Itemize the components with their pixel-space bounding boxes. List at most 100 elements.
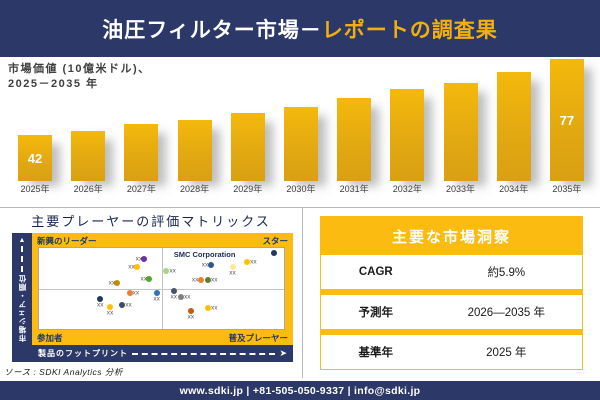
matrix-x-axis: 製品のフットプリント ➤ (32, 345, 293, 362)
bar (496, 72, 531, 181)
bar (283, 107, 318, 181)
x-axis-tick-label: 2026年 (73, 184, 103, 194)
scatter-dot (134, 264, 140, 271)
scatter-dot (97, 296, 104, 303)
scatter-dot-label: xx (125, 301, 132, 309)
table-row-label: 予測年 (358, 307, 394, 319)
scatter-dot (229, 263, 236, 270)
scatter-dot (244, 258, 251, 265)
table-row: CAGR 約5.9% (321, 255, 582, 289)
matrix-title: 主要プレーヤーの評価マトリックス (31, 214, 271, 229)
scatter-dot-label: xx (250, 258, 257, 266)
table-row-value: 2026—2035 年 (467, 307, 545, 319)
scatter-dot-label: xx (170, 293, 178, 301)
y-axis-label: 市場シェア・順位 (17, 274, 27, 342)
x-axis-label: 製品のフットプリント (38, 349, 128, 358)
scatter-dot (114, 279, 121, 286)
bar (390, 89, 425, 181)
chart-subtitle-line2: 2025－2035 年 (8, 78, 99, 91)
scatter-dot-label: xx (201, 261, 209, 269)
bar (230, 113, 265, 181)
x-axis-tick-label: 2031年 (339, 184, 369, 194)
scatter-dot-label: xx (191, 276, 199, 284)
scatter-dot-label: xx (132, 289, 140, 297)
table-row-value: 約5.9% (487, 267, 526, 279)
footer-contact-text: www.sdki.jp | +81-505-050-9337 | info@sd… (179, 384, 421, 397)
table-row-separator (321, 329, 582, 335)
x-axis-dashed-line (132, 352, 276, 355)
y-axis-dashed-line (21, 246, 23, 272)
matrix-y-axis: ▲ 市場シェア・順位 (12, 233, 32, 362)
bar-chart: 42 2025年 2026年 2027年 2028年 2029年 2030年 2031年 203… (12, 57, 590, 197)
x-axis-tick-label: 2034年 (499, 184, 529, 194)
x-axis-tick-label: 2025年 (20, 184, 50, 194)
company-annotation: SMC Corporation (173, 249, 236, 259)
x-axis-tick-label: 2033年 (445, 184, 476, 194)
bar: 77 (549, 59, 584, 181)
market-insights-table: 主要な市場洞察 CAGR 約5.9% 予測年 2026—2035 年基準年 2025 年 (320, 216, 583, 370)
table-row-label: CAGR (358, 266, 393, 278)
bar-column: 42 2025年 (12, 57, 58, 197)
scatter-dot-label: xx (108, 279, 116, 287)
quadrant-label-bottom-left: 参加者 (37, 333, 63, 343)
scatter-dot (187, 308, 194, 315)
insights-table-header: 主要な市場洞察 (321, 217, 582, 255)
x-axis-arrow-icon: ➤ (279, 348, 287, 358)
scatter-dot-label: xx (229, 269, 236, 277)
table-row-value: 2025 年 (486, 347, 527, 359)
table-row: 基準年 2025 年 (321, 335, 582, 369)
bar (124, 124, 159, 181)
table-row: 予測年 2026—2035 年 (321, 295, 582, 329)
scatter-dot-label: xx (140, 275, 147, 283)
scatter-dot (178, 294, 185, 301)
x-axis-tick-label: 2030年 (286, 184, 316, 194)
section-divider-horizontal (0, 207, 600, 208)
scatter-dot-label: xx (169, 267, 176, 275)
scatter-dot (163, 268, 170, 275)
bar-column: 2029年 (225, 57, 271, 197)
insights-table-body: CAGR 約5.9% 予測年 2026—2035 年基準年 2025 年 (321, 255, 582, 369)
scatter-dot (107, 304, 114, 311)
y-axis-arrow-icon: ▲ (18, 237, 26, 244)
scatter-dot-label: xx (210, 304, 218, 312)
scatter-dot (205, 276, 212, 283)
bar: 42 (18, 135, 52, 181)
bar (337, 98, 372, 181)
scatter-dot (170, 287, 177, 294)
scatter-dot (119, 301, 126, 308)
scatter-dot (205, 304, 212, 311)
matrix-quadrant-frame: 新興のリーダー スター SMC Corporation xx xx xx xx xx xx… (32, 233, 293, 345)
scatter-dot-label: xx (153, 295, 160, 303)
quadrant-label-bottom-right: 普及プレーヤー (228, 333, 288, 343)
bar-column: 2034年 (491, 57, 537, 197)
competitive-matrix: ▲ 市場シェア・順位 新興のリーダー スター SMC Corporation x… (12, 233, 293, 362)
table-row-label: 基準年 (358, 347, 394, 359)
x-axis-tick-label: 2029年 (233, 184, 263, 194)
chart-subtitle-line1: 市場価値 (10億米ドル)、 (8, 63, 151, 75)
scatter-dot-label: xx (97, 301, 104, 309)
scatter-dot (141, 255, 148, 262)
x-axis-tick-label: 2035年 (552, 184, 582, 194)
bar (177, 120, 212, 181)
quadrant-label-top-right: スター (262, 236, 288, 246)
page-title: 油圧フィルター市場－ (102, 18, 322, 42)
matrix-plot-area: SMC Corporation xx xx xx xx xx xx xx xx xx xx xx xx… (38, 247, 285, 330)
bar-column: 2026年 (65, 57, 111, 197)
bar-column: 2031年 (331, 57, 377, 197)
scatter-dot (271, 249, 278, 256)
scatter-dot-label: xx (187, 313, 195, 321)
scatter-dot-label: xx (184, 293, 191, 301)
bar-column: 2030年 (278, 57, 324, 197)
bar-column: 77 2035年 (544, 57, 590, 197)
section-divider-vertical (302, 207, 303, 378)
scatter-dot-label: xx (128, 263, 135, 271)
quadrant-label-top-left: 新興のリーダー (37, 236, 97, 246)
quadrant-labels-bottom: 参加者 普及プレーヤー (37, 332, 288, 344)
bar-column: 2033年 (438, 57, 484, 197)
scatter-dot-label: xx (135, 255, 143, 263)
scatter-dot (197, 277, 204, 284)
table-row-separator (321, 289, 582, 295)
bar-column: 2028年 (172, 57, 218, 197)
footer-contact-bar: www.sdki.jp | +81-505-050-9337 | info@sd… (0, 381, 600, 400)
scatter-dot (153, 290, 160, 297)
